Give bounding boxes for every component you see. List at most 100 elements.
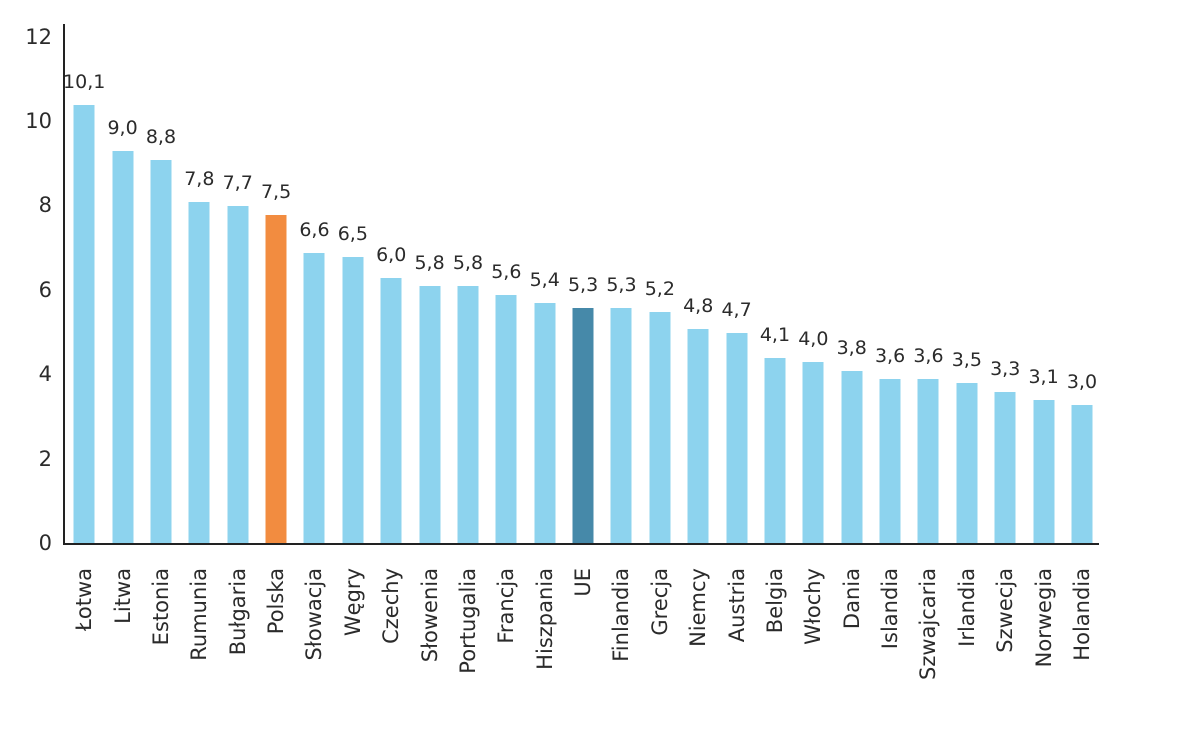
x-axis-category-label: Polska — [264, 568, 289, 635]
bar-value-label: 5,8 — [414, 252, 445, 275]
bar — [764, 358, 786, 543]
bar-value-label: 4,7 — [721, 298, 752, 321]
bar-value-label: 4,0 — [798, 328, 829, 351]
bar — [610, 307, 632, 543]
bar-column: 5,2 Grecja — [641, 23, 679, 636]
bar-value-label: 3,0 — [1066, 370, 1098, 393]
x-axis-category-label: Szwajcaria — [916, 568, 941, 680]
x-axis-category-label: Szwecja — [993, 568, 1018, 653]
bar-value-label: 3,8 — [836, 336, 867, 359]
bar-column: 3,6 Szwajcaria — [909, 23, 947, 680]
bar-value-label: 6,6 — [299, 218, 330, 241]
bar-column: 5,4 Hiszpania — [526, 23, 564, 670]
bar-value-label: 6,5 — [337, 222, 368, 245]
y-axis-tick-label: 10 — [25, 109, 52, 133]
bar-column: 5,8 Słowenia — [410, 23, 448, 662]
x-axis-category-label: Litwa — [110, 568, 135, 624]
bar-column: 3,0 Holandia — [1063, 23, 1101, 661]
x-axis-category-label: Irlandia — [954, 568, 979, 647]
bar-column: 3,1 Norwegia — [1024, 23, 1062, 667]
bar-column: 7,8 Rumunia — [180, 23, 218, 661]
bar-column: 4,0 Włochy — [794, 23, 832, 644]
x-axis-category-label: Łotwa — [72, 568, 97, 631]
bar-value-label: 3,1 — [1028, 366, 1059, 389]
bar-column: 5,3 Finlandia — [602, 23, 640, 662]
bar-column: 10,1 Łotwa — [63, 23, 105, 631]
bar-column: 4,8 Niemcy — [679, 23, 717, 647]
x-axis-category-label: Węgry — [340, 568, 365, 637]
x-axis-category-label: Słowenia — [417, 568, 442, 663]
bar-column: 5,8 Portugalia — [449, 23, 487, 673]
x-axis-category-label: Bułgaria — [225, 568, 250, 656]
bar-value-label: 7,5 — [260, 180, 292, 203]
bar — [495, 294, 517, 543]
y-axis-line — [63, 24, 65, 545]
bar — [188, 202, 210, 543]
x-axis-category-label: Słowacja — [302, 568, 327, 661]
bar-column: 6,6 Słowacja — [295, 23, 333, 661]
plot-area: 10,1 Łotwa 9,0 Litwa 8,8 Estonia 7,8 Rumunia 7,7… — [63, 23, 1101, 680]
x-axis-category-label: Grecja — [647, 568, 672, 636]
bar-value-label: 5,3 — [567, 273, 599, 296]
bar-column: 3,3 Szwecja — [986, 23, 1024, 653]
bar-column: 4,1 Belgia — [756, 23, 794, 633]
x-axis-category-label: Finlandia — [609, 568, 634, 662]
bar — [73, 104, 95, 543]
bar — [112, 151, 134, 543]
x-axis-category-label: Austria — [724, 568, 749, 643]
bar — [419, 286, 441, 543]
bar-column: 3,8 Dania — [833, 23, 871, 629]
bar-value-label: 3,6 — [874, 345, 906, 368]
bar-value-label: 4,1 — [759, 324, 791, 347]
bar-column: 6,5 Węgry — [334, 23, 372, 636]
bar-value-label: 5,8 — [452, 252, 484, 275]
bar — [994, 391, 1016, 543]
bar-column: 7,7 Bułgaria — [219, 23, 257, 655]
bar — [917, 379, 939, 543]
bar — [303, 252, 325, 543]
bar — [1033, 400, 1055, 543]
bar-column: 5,6 Francja — [487, 23, 525, 644]
bar — [150, 159, 172, 543]
bar — [380, 277, 402, 543]
x-axis-category-label: Estonia — [148, 568, 173, 646]
bar-value-label: 7,8 — [184, 168, 215, 191]
y-axis-tick-label: 0 — [38, 531, 52, 555]
x-axis-category-label: UE — [571, 568, 596, 597]
bar-column: 3,5 Irlandia — [948, 23, 986, 646]
bar-column: 8,8 Estonia — [142, 23, 180, 645]
x-axis-line — [63, 543, 1099, 545]
bar — [265, 214, 287, 543]
bar-column: 5,3 UE — [564, 23, 602, 597]
bar-value-label: 9,0 — [107, 117, 138, 140]
bar-value-label: 5,4 — [529, 269, 560, 292]
y-axis-tick-label: 12 — [25, 24, 52, 49]
bar-value-label: 3,3 — [990, 357, 1021, 380]
x-axis-category-label: Włochy — [801, 568, 826, 645]
x-axis-category-label: Hiszpania — [532, 568, 557, 670]
bar-value-label: 5,3 — [606, 273, 637, 296]
bar — [227, 206, 249, 543]
y-axis-tick-label: 2 — [38, 446, 52, 471]
bar-value-label: 8,8 — [145, 125, 177, 148]
bar — [342, 256, 364, 543]
bar-column: 9,0 Litwa — [103, 23, 141, 623]
bar-column: 3,6 Islandia — [871, 23, 909, 649]
bar — [457, 286, 479, 543]
bar-value-label: 3,5 — [951, 349, 982, 372]
bar-value-label: 6,0 — [376, 243, 407, 266]
bar-value-label: 5,6 — [491, 260, 522, 283]
bar-value-label: 4,8 — [683, 294, 714, 317]
x-axis-category-label: Czechy — [379, 568, 404, 644]
bar — [1071, 404, 1093, 543]
bar — [879, 379, 901, 543]
y-axis-tick-label: 8 — [38, 193, 52, 218]
bar-value-label: 3,6 — [913, 345, 944, 368]
x-axis-category-label: Norwegia — [1031, 568, 1056, 668]
x-axis-category-label: Niemcy — [686, 568, 711, 647]
y-axis-tick-label: 4 — [38, 362, 52, 387]
x-axis-category-label: Holandia — [1069, 568, 1094, 661]
bar-column: 4,7 Austria — [717, 23, 755, 642]
y-axis-tick-label: 6 — [38, 277, 52, 302]
